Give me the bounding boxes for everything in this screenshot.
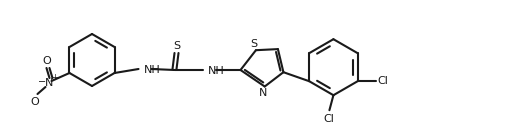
- Text: +: +: [51, 74, 58, 82]
- Text: Cl: Cl: [323, 114, 334, 124]
- Text: S: S: [173, 41, 180, 51]
- Text: N: N: [45, 78, 54, 88]
- Text: O: O: [30, 97, 39, 107]
- Text: −: −: [39, 77, 46, 87]
- Text: Cl: Cl: [377, 76, 388, 86]
- Text: N: N: [258, 88, 267, 98]
- Text: NH: NH: [144, 65, 160, 75]
- Text: NH: NH: [208, 66, 224, 76]
- Text: S: S: [251, 39, 257, 49]
- Text: O: O: [42, 56, 51, 66]
